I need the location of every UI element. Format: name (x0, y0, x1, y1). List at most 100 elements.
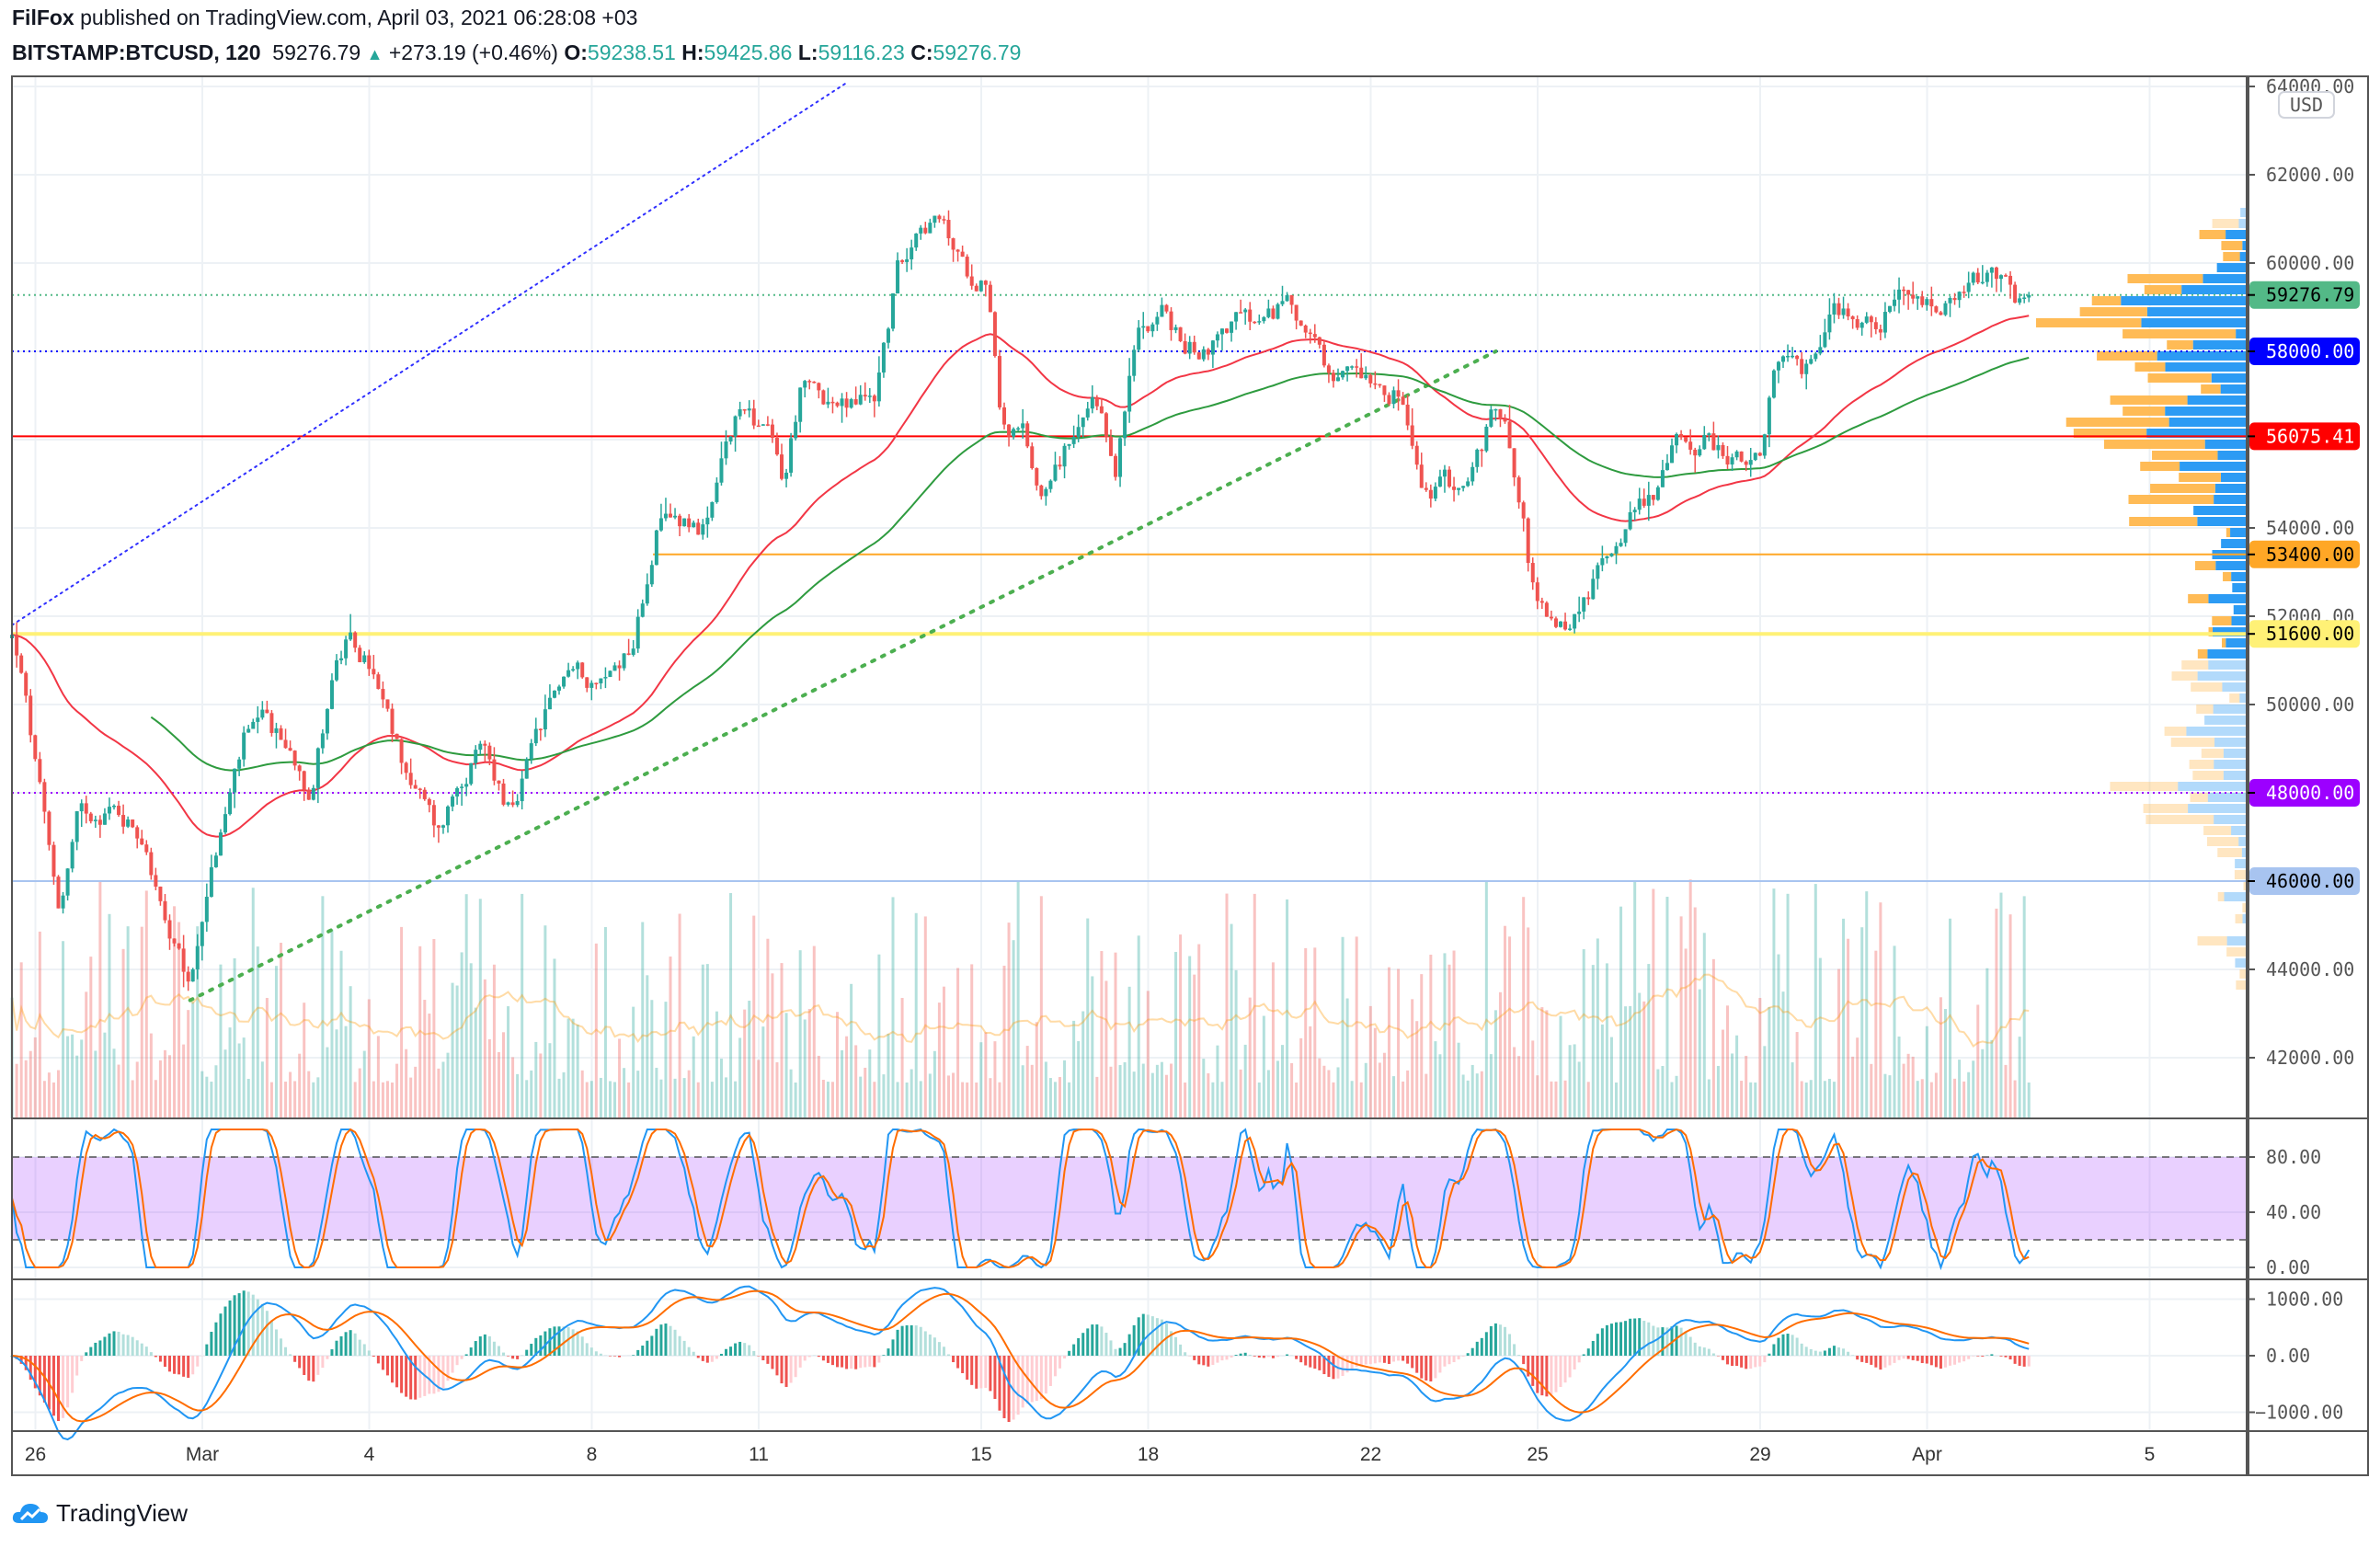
volume-bar (62, 941, 65, 1118)
currency-badge[interactable]: USD (2278, 91, 2335, 119)
candle (1317, 337, 1322, 349)
volume-bar (1425, 1073, 1428, 1118)
candle-body (1586, 597, 1591, 600)
macd-histogram-bar (149, 1352, 153, 1356)
candle (1396, 379, 1401, 411)
volume-bar (242, 1037, 246, 1118)
macd-histogram-bar (826, 1356, 830, 1363)
candle (1911, 281, 1916, 304)
candle (1698, 445, 1702, 457)
candle (51, 842, 56, 885)
candle-body (302, 771, 306, 790)
volume-bar (646, 975, 649, 1118)
macd-histogram-bar (478, 1336, 482, 1356)
candle (853, 386, 858, 406)
volume-bar (1711, 958, 1715, 1118)
candle-body (1800, 359, 1804, 374)
publish-info: FilFox published on TradingView.com, Apr… (12, 6, 637, 30)
candle (1989, 267, 1994, 288)
volume-bar (1823, 1081, 1826, 1118)
volume-bar (349, 986, 352, 1118)
macd-histogram-bar (580, 1336, 584, 1356)
tradingview-logo[interactable]: TradingView (12, 1499, 188, 1528)
volume-bar (483, 979, 486, 1118)
candle (1114, 453, 1118, 481)
candle-body (274, 728, 279, 733)
profile-bar-down (2242, 903, 2248, 912)
volume-bar (112, 1049, 116, 1118)
author-name[interactable]: FilFox (12, 6, 74, 29)
candle (1948, 296, 1952, 317)
macd-histogram-bar (358, 1339, 361, 1356)
volume-bar (395, 1063, 399, 1118)
volume-bar (1132, 1071, 1136, 1118)
candle (733, 415, 738, 453)
volume-bar (1721, 1029, 1724, 1118)
volume-bar (108, 913, 111, 1118)
macd-histogram-bar (385, 1356, 389, 1376)
profile-bar-down (2217, 848, 2242, 857)
candle-body (427, 798, 431, 806)
volume-bar (89, 957, 93, 1118)
volume-bar (1596, 938, 1599, 1118)
candle-body (1108, 436, 1113, 456)
macd-histogram-bar (1972, 1356, 1975, 1357)
profile-bar-down (2179, 473, 2221, 482)
volume-bar (1211, 1082, 1215, 1118)
volume-bar (478, 899, 482, 1118)
volume-bar (460, 952, 463, 1118)
macd-histogram-bar (414, 1356, 418, 1400)
candle (1007, 424, 1012, 447)
volume-bar (817, 1055, 820, 1118)
candle (460, 784, 464, 807)
profile-bar-down (2217, 892, 2225, 901)
candle-body (399, 739, 404, 763)
profile-bar-down (2234, 870, 2248, 879)
candle-body (765, 424, 770, 426)
volume-bar (1262, 1015, 1265, 1118)
macd-histogram-bar (1874, 1356, 1878, 1368)
macd-histogram-bar (284, 1346, 288, 1356)
candle (812, 381, 817, 384)
candle (2013, 281, 2018, 304)
volume-bar (1030, 1064, 1034, 1118)
macd-histogram-bar (1262, 1356, 1265, 1358)
candle-body (362, 655, 367, 662)
volume-bar (1513, 1047, 1516, 1118)
volume-bar (1781, 991, 1785, 1118)
macd-histogram-bar (562, 1326, 566, 1356)
candle (1035, 467, 1039, 491)
time-tick-label: Apr (1912, 1444, 1942, 1465)
candle (390, 703, 395, 742)
candle-body (223, 814, 228, 833)
candle-body (608, 670, 612, 678)
candle-body (774, 437, 779, 455)
candle-body (121, 815, 126, 827)
candle (246, 725, 251, 733)
macd-histogram-bar (154, 1356, 157, 1358)
candle (1832, 292, 1836, 324)
candle (1457, 487, 1461, 496)
candle-body (1322, 344, 1326, 366)
price-tick-label: 54000.00 (2266, 517, 2354, 539)
candles (10, 210, 2031, 991)
candle (1684, 436, 1688, 443)
volume-bar (900, 998, 904, 1118)
macd-histogram-bar (191, 1356, 195, 1375)
volume-bar (38, 931, 41, 1118)
profile-bar-down (2190, 793, 2208, 802)
candle-body (1104, 413, 1108, 437)
candle-body (1693, 449, 1698, 456)
volume-bar (24, 1060, 28, 1118)
macd-histogram-bar (1132, 1324, 1136, 1356)
candle (1025, 420, 1030, 449)
macd-histogram-bar (1981, 1356, 1985, 1357)
candle (1364, 366, 1368, 381)
volume-bar (1902, 1063, 1905, 1118)
macd-histogram-bar (1123, 1343, 1127, 1356)
macd-histogram-bar (492, 1341, 496, 1356)
volume-bar (919, 1081, 922, 1118)
macd-histogram-bar (882, 1355, 886, 1356)
volume-bar (1809, 1080, 1813, 1118)
